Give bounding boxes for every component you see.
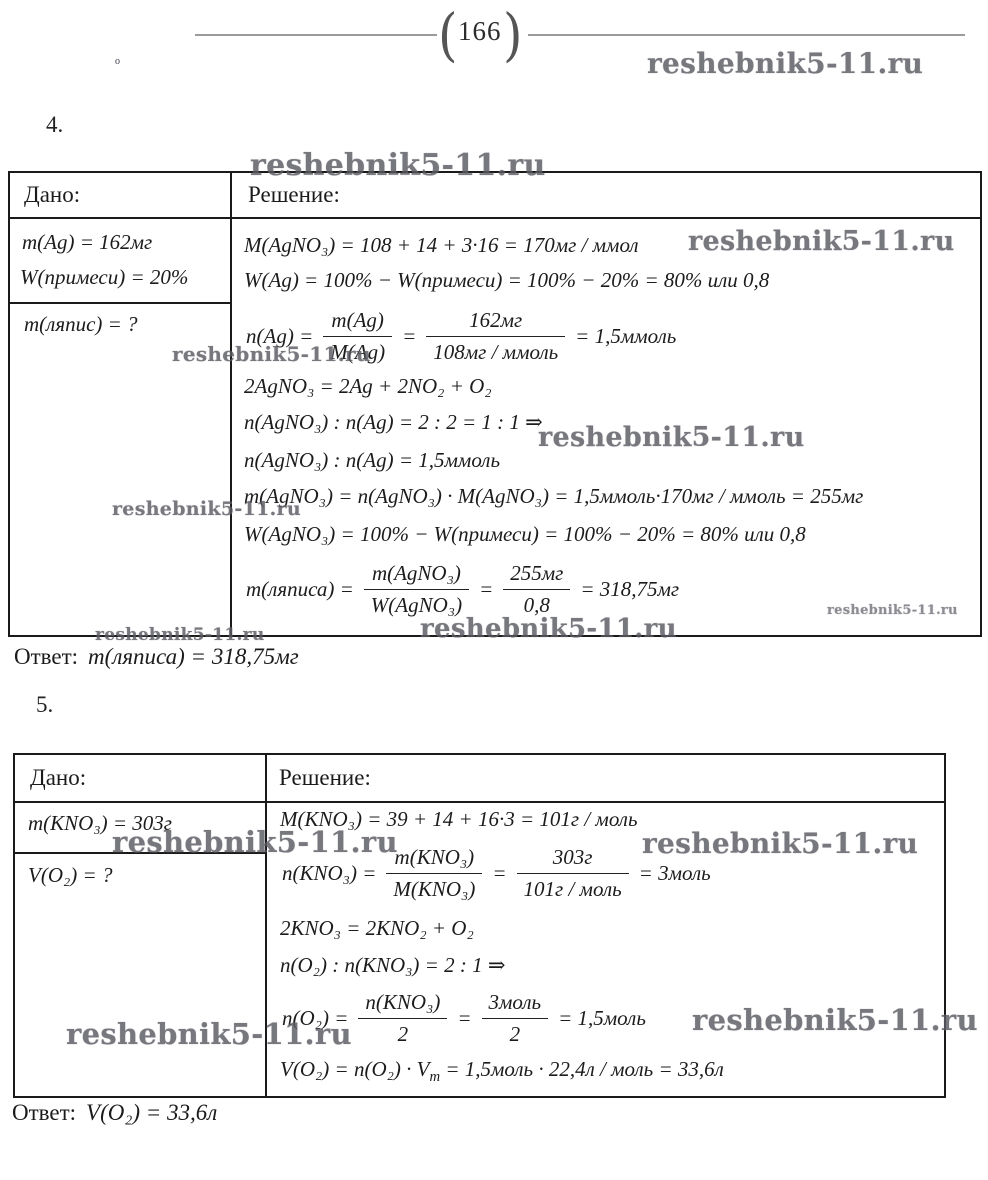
solution-line: n(AgNO₃) : n(Ag) = 1,5ммоль: [244, 448, 501, 472]
fraction: 162мг 108мг / ммоль: [426, 308, 566, 365]
page-number-paren-right: ): [503, 1, 523, 69]
equation-rhs: = 318,75мг: [580, 576, 680, 601]
watermark: reshebnik5-11.ru: [420, 614, 677, 644]
subscript: m: [429, 1069, 441, 1086]
solution-line: n(O₂) : n(KNO₃) = 2 : 1 ⇒: [280, 953, 506, 977]
equals-sign: =: [479, 576, 494, 601]
fraction: n(KNO₃) 2: [358, 990, 448, 1047]
given-line: m(KNO₃) = 303г: [28, 811, 172, 835]
find-line: V(O₂) = ?: [28, 863, 113, 887]
equals-sign: =: [457, 1005, 472, 1030]
given-header: Дано:: [24, 182, 81, 207]
problem4-header-divider: [10, 217, 980, 219]
equals-sign: =: [492, 860, 507, 885]
solution-line: W(Ag) = 100% − W(примеси) = 100% − 20% =…: [244, 268, 770, 292]
watermark: reshebnik5-11.ru: [538, 422, 805, 453]
watermark: reshebnik5-11.ru: [112, 825, 398, 859]
page-number: 166: [458, 16, 502, 46]
equation-rhs: = 1,5ммоль: [575, 323, 677, 348]
watermark: reshebnik5-11.ru: [642, 827, 919, 860]
problem5-column-divider: [265, 755, 267, 1096]
problem5-table: Дано: Решение: m(KNO₃) = 303г V(O₂) = ? …: [13, 753, 946, 1098]
problem5-header-divider: [15, 801, 944, 803]
header-rule-right: [528, 34, 965, 36]
solution-line: 2KNO₃ = 2KNO₂ + O₂: [280, 916, 474, 940]
given-line: m(Ag) = 162мг: [22, 230, 153, 254]
equation-rhs: = 3моль: [638, 860, 711, 885]
equation-lhs: n(O₂) =: [282, 1005, 349, 1030]
equation-lhs: m(ляписа) =: [246, 576, 354, 601]
fraction: m(AgNO₃) W(AgNO₃): [363, 561, 470, 618]
fraction: 3моль 2: [481, 990, 549, 1047]
solution-header: Решение:: [279, 765, 371, 790]
watermark: reshebnik5-11.ru: [250, 148, 546, 183]
solution-line: n(Ag) = m(Ag) M(Ag) = 162мг 108мг / ммоль …: [246, 305, 676, 367]
watermark: reshebnik5-11.ru: [95, 625, 265, 645]
given-line: W(примеси) = 20%: [20, 265, 189, 289]
fraction: m(KNO₃) M(KNO₃): [386, 845, 483, 902]
problem5-answer: Ответ: V(O₂) = 33,6л: [12, 1100, 217, 1126]
solution-line: n(KNO₃) = m(KNO₃) M(KNO₃) = 303г 101г / мо…: [282, 840, 711, 906]
answer-label: Ответ:: [12, 1100, 77, 1125]
solution-line: m(AgNO₃) = n(AgNO₃) · M(AgNO₃) = 1,5ммол…: [244, 484, 864, 508]
answer-formula: m(ляписа) = 318,75мг: [88, 644, 299, 669]
stray-mark: o: [115, 56, 120, 67]
solution-line: n(AgNO₃) : n(Ag) = 2 : 2 = 1 : 1 ⇒: [244, 410, 543, 434]
problem5-given-divider: [15, 852, 265, 854]
solution-line: M(KNO₃) = 39 + 14 + 16·3 = 101г / моль: [280, 807, 638, 831]
page-number-paren-left: (: [438, 1, 458, 69]
header-rule-left: [195, 34, 437, 36]
watermark: reshebnik5-11.ru: [66, 1017, 352, 1051]
problem4-given-divider: [10, 302, 230, 304]
find-line: m(ляпис) = ?: [24, 312, 138, 336]
solution-line: m(ляписа) = m(AgNO₃) W(AgNO₃) = 255мг 0,8 …: [246, 558, 679, 620]
solution-line: 2AgNO₃ = 2Ag + 2NO₂ + O₂: [244, 374, 492, 398]
watermark: reshebnik5-11.ru: [647, 47, 924, 80]
equation-part: V(O₂) = n(O₂) · V: [280, 1057, 430, 1081]
watermark: reshebnik5-11.ru: [688, 226, 955, 257]
watermark: reshebnik5-11.ru: [112, 498, 301, 520]
watermark: reshebnik5-11.ru: [172, 342, 371, 366]
watermark: reshebnik5-11.ru: [827, 603, 958, 618]
fraction: 255мг 0,8: [503, 561, 571, 618]
problem4-column-divider: [230, 173, 232, 635]
solution-line: W(AgNO₃) = 100% − W(примеси) = 100% − 20…: [244, 522, 806, 546]
watermark: reshebnik5-11.ru: [692, 1003, 978, 1037]
equation-lhs: n(KNO₃) =: [282, 860, 377, 885]
solution-line: V(O₂) = n(O₂) · Vm = 1,5моль · 22,4л / м…: [280, 1057, 724, 1086]
answer-label: Ответ:: [14, 644, 79, 669]
equals-sign: =: [402, 323, 417, 348]
fraction: m(Ag) M(Ag): [323, 308, 393, 365]
solution-line: n(O₂) = n(KNO₃) 2 = 3моль 2 = 1,5моль: [282, 987, 646, 1049]
solution-header: Решение:: [248, 182, 340, 207]
problem5-label: 5.: [36, 692, 54, 717]
solution-line: M(AgNO₃) = 108 + 14 + 3·16 = 170мг / ммо…: [244, 233, 639, 257]
equation-lhs: n(Ag) =: [246, 323, 314, 348]
given-header: Дано:: [30, 765, 87, 790]
equation-part: = 1,5моль · 22,4л / моль = 33,6л: [440, 1057, 724, 1081]
answer-formula: V(O₂) = 33,6л: [86, 1100, 218, 1125]
equation-rhs: = 1,5моль: [558, 1005, 646, 1030]
problem4-answer: Ответ: m(ляписа) = 318,75мг: [14, 644, 299, 670]
problem4-table: Дано: Решение: m(Ag) = 162мг W(примеси) …: [8, 171, 982, 637]
fraction: 303г 101г / моль: [516, 845, 629, 902]
problem4-label: 4.: [46, 112, 64, 137]
